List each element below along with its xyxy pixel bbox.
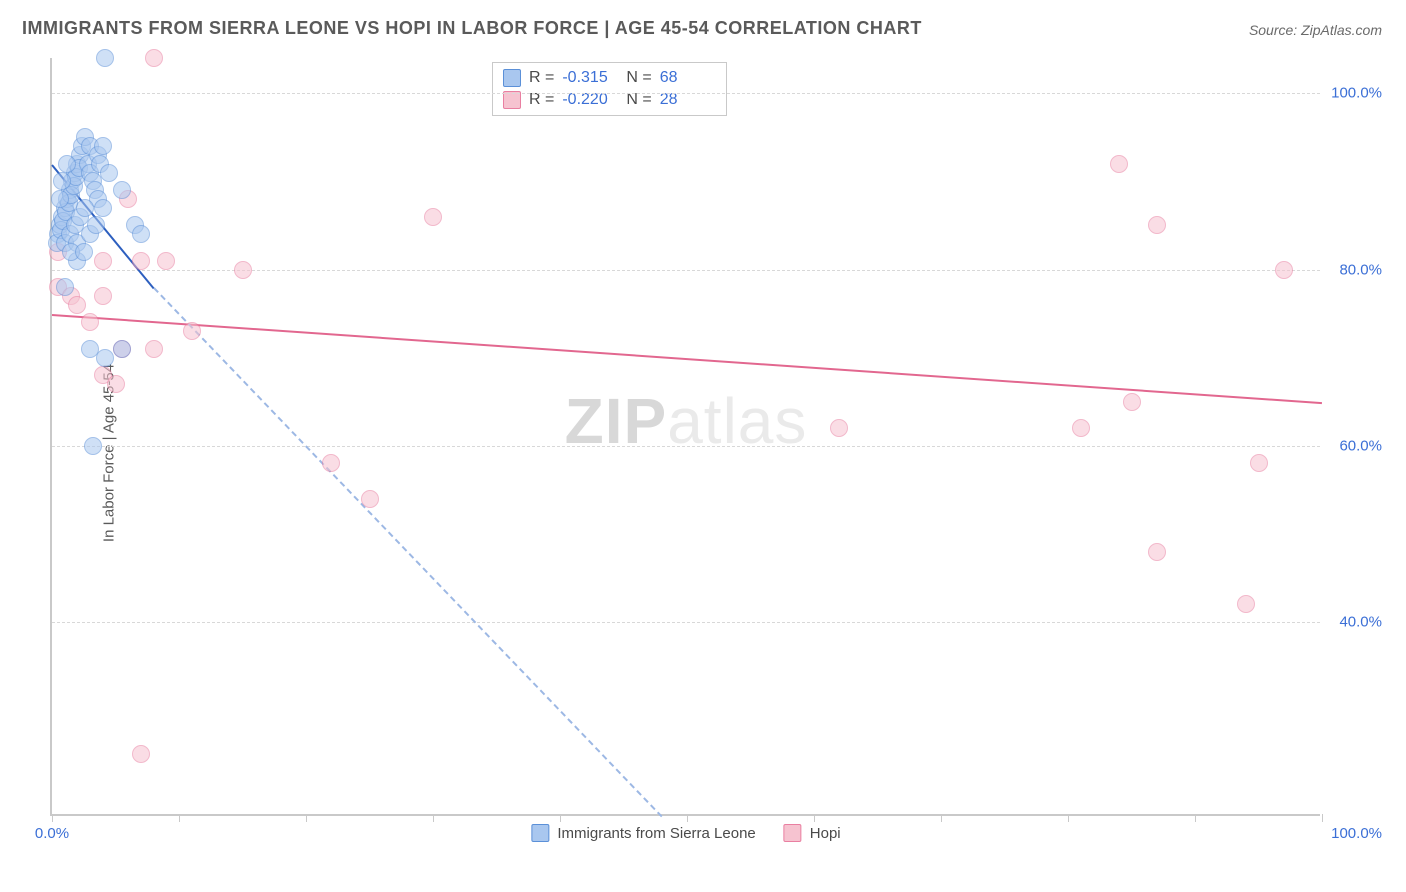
- source-attribution: Source: ZipAtlas.com: [1249, 22, 1382, 38]
- y-tick-label: 80.0%: [1324, 261, 1382, 278]
- legend-stats-box: R = -0.315 N = 68 R = -0.220 N = 28: [492, 62, 727, 116]
- legend-swatch-b2: [784, 824, 802, 842]
- y-tick-label: 60.0%: [1324, 437, 1382, 454]
- data-point: [75, 243, 93, 261]
- data-point: [58, 155, 76, 173]
- data-point: [51, 190, 69, 208]
- data-point: [830, 419, 848, 437]
- y-tick-label: 100.0%: [1324, 85, 1382, 102]
- data-point: [157, 252, 175, 270]
- data-point: [1148, 216, 1166, 234]
- data-point: [1110, 155, 1128, 173]
- x-tick-mark: [179, 814, 180, 822]
- data-point: [322, 454, 340, 472]
- trend-line: [52, 314, 1322, 404]
- data-point: [113, 181, 131, 199]
- x-tick-mark: [687, 814, 688, 822]
- x-tick-mark: [306, 814, 307, 822]
- data-point: [145, 49, 163, 67]
- x-tick-mark: [1322, 814, 1323, 822]
- data-point: [1148, 543, 1166, 561]
- data-point: [94, 252, 112, 270]
- data-point: [96, 49, 114, 67]
- data-point: [87, 216, 105, 234]
- x-tick-mark: [1195, 814, 1196, 822]
- data-point: [68, 296, 86, 314]
- data-point: [81, 313, 99, 331]
- legend-swatch-a: [503, 69, 521, 87]
- data-point: [100, 164, 118, 182]
- data-point: [84, 437, 102, 455]
- x-tick-100: 100.0%: [1331, 825, 1382, 842]
- data-point: [96, 349, 114, 367]
- data-point: [234, 261, 252, 279]
- x-tick-mark: [1068, 814, 1069, 822]
- x-tick-0: 0.0%: [35, 825, 69, 842]
- chart-container: In Labor Force | Age 45-54 ZIPatlas R = …: [50, 58, 1380, 848]
- data-point: [132, 225, 150, 243]
- data-point: [94, 199, 112, 217]
- data-point: [53, 172, 71, 190]
- legend-item-b: Hopi: [784, 824, 841, 842]
- scatter-plot: ZIPatlas R = -0.315 N = 68 R = -0.220 N …: [50, 58, 1320, 816]
- x-tick-mark: [433, 814, 434, 822]
- x-tick-mark: [941, 814, 942, 822]
- legend-bottom: Immigrants from Sierra Leone Hopi: [531, 824, 840, 842]
- data-point: [132, 252, 150, 270]
- data-point: [145, 340, 163, 358]
- page-title: IMMIGRANTS FROM SIERRA LEONE VS HOPI IN …: [22, 18, 922, 39]
- gridline-h: [52, 622, 1320, 623]
- data-point: [1123, 393, 1141, 411]
- legend-label-b: Hopi: [810, 825, 841, 842]
- n-value-a: 68: [660, 69, 716, 87]
- x-tick-mark: [560, 814, 561, 822]
- y-tick-label: 40.0%: [1324, 614, 1382, 631]
- legend-swatch-a2: [531, 824, 549, 842]
- data-point: [361, 490, 379, 508]
- data-point: [76, 199, 94, 217]
- legend-label-a: Immigrants from Sierra Leone: [557, 825, 755, 842]
- legend-stats-row-a: R = -0.315 N = 68: [503, 67, 716, 89]
- data-point: [183, 322, 201, 340]
- data-point: [107, 375, 125, 393]
- x-tick-mark: [52, 814, 53, 822]
- data-point: [132, 745, 150, 763]
- data-point: [56, 278, 74, 296]
- trend-line: [153, 287, 662, 817]
- x-tick-mark: [814, 814, 815, 822]
- data-point: [1072, 419, 1090, 437]
- gridline-h: [52, 93, 1320, 94]
- data-point: [424, 208, 442, 226]
- data-point: [1250, 454, 1268, 472]
- gridline-h: [52, 446, 1320, 447]
- n-label-a: N =: [626, 69, 651, 87]
- data-point: [94, 137, 112, 155]
- data-point: [1237, 595, 1255, 613]
- r-label-a: R =: [529, 69, 554, 87]
- data-point: [94, 287, 112, 305]
- data-point: [1275, 261, 1293, 279]
- r-value-a: -0.315: [562, 69, 618, 87]
- legend-item-a: Immigrants from Sierra Leone: [531, 824, 755, 842]
- data-point: [113, 340, 131, 358]
